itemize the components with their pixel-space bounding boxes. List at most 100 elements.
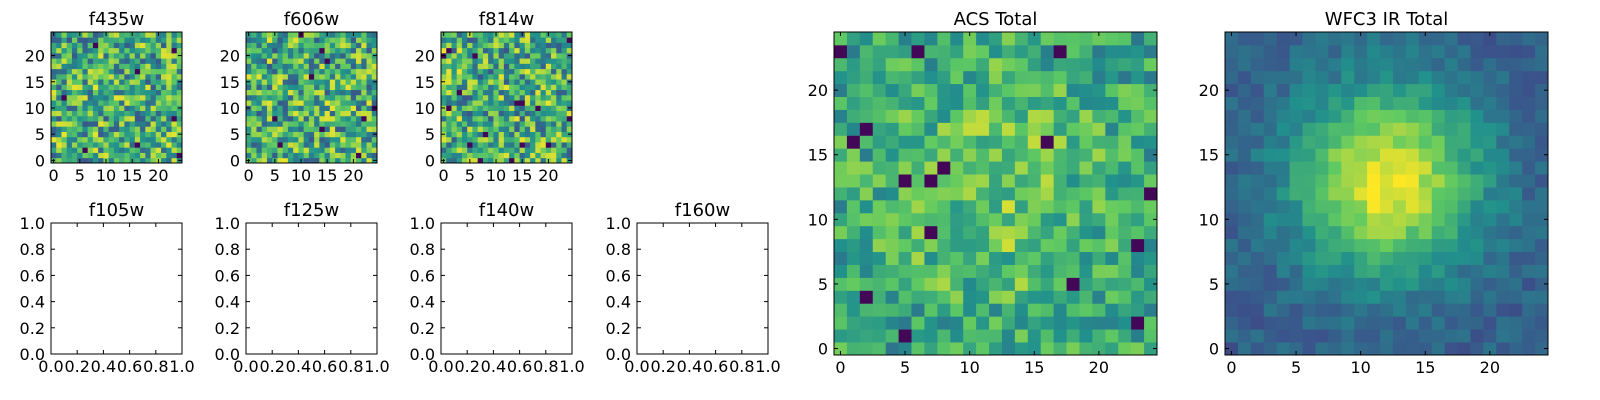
heatmap-cell xyxy=(87,110,94,117)
heatmap-cell xyxy=(1289,303,1303,317)
heatmap-cell xyxy=(124,58,130,64)
heatmap-cell xyxy=(1380,199,1394,214)
heatmap-cell xyxy=(261,37,268,43)
heatmap-cell xyxy=(1053,251,1067,265)
heatmap-cell xyxy=(92,126,99,132)
heatmap-cell xyxy=(1092,70,1106,85)
heatmap-cell xyxy=(261,42,268,49)
heatmap-cell xyxy=(1431,251,1446,265)
heatmap-cell xyxy=(1418,277,1433,291)
heatmap-cell xyxy=(1263,32,1278,46)
heatmap-cell xyxy=(176,147,183,153)
heatmap-cell xyxy=(898,135,912,149)
heatmap-cell xyxy=(545,142,552,148)
heatmap-cell xyxy=(1001,44,1016,59)
heatmap-cell xyxy=(1276,212,1290,227)
heatmap-cell xyxy=(1328,187,1342,201)
heatmap-cell xyxy=(488,84,494,91)
heatmap-cell xyxy=(298,42,305,49)
heatmap-cell xyxy=(477,126,484,132)
heatmap-cell xyxy=(161,32,167,38)
heatmap-cell xyxy=(161,63,167,70)
heatmap-cell xyxy=(371,147,378,153)
heatmap-cell xyxy=(266,131,273,138)
heatmap-cell xyxy=(1496,277,1510,291)
heatmap-cell xyxy=(329,68,336,75)
x-tick-label: 5 xyxy=(75,166,85,185)
heatmap-cell xyxy=(846,57,861,72)
heatmap-cell xyxy=(551,115,557,122)
heatmap-cell xyxy=(340,32,346,38)
heatmap-cell xyxy=(446,121,452,127)
heatmap-cell xyxy=(950,57,964,72)
heatmap-cell xyxy=(1289,174,1303,188)
heatmap-cell xyxy=(477,42,484,49)
heatmap-cell xyxy=(119,110,125,117)
heatmap-cell xyxy=(340,131,346,138)
heatmap-cell xyxy=(66,94,73,101)
heatmap-cell xyxy=(371,42,378,49)
heatmap-cell xyxy=(140,79,146,85)
heatmap-cell xyxy=(540,37,547,43)
heatmap-cell xyxy=(514,157,520,164)
heatmap-cell xyxy=(350,37,357,43)
heatmap-cell xyxy=(1092,329,1106,343)
heatmap-cell xyxy=(482,126,489,132)
heatmap-cell xyxy=(1509,44,1523,59)
heatmap-cell xyxy=(1144,96,1158,110)
heatmap-cell xyxy=(834,212,848,227)
heatmap-cell xyxy=(293,42,299,49)
heatmap-cell xyxy=(1225,174,1239,188)
heatmap-cell xyxy=(287,73,294,80)
heatmap-cell xyxy=(129,115,136,122)
heatmap-cell xyxy=(350,58,357,64)
heatmap-cell xyxy=(1302,212,1316,227)
heatmap-cell xyxy=(493,131,500,138)
heatmap-cell xyxy=(293,136,299,143)
heatmap-cell xyxy=(898,290,912,304)
heatmap-cell xyxy=(1405,96,1420,110)
heatmap-cell xyxy=(1354,161,1368,175)
heatmap-cell xyxy=(551,63,557,70)
heatmap-cell xyxy=(561,52,568,59)
heatmap-cell xyxy=(451,105,458,111)
heatmap-cell xyxy=(535,94,541,101)
heatmap-cell xyxy=(145,79,151,85)
heatmap-cell xyxy=(551,147,557,153)
heatmap-cell xyxy=(1027,225,1042,240)
heatmap-cell xyxy=(467,142,473,148)
heatmap-cell xyxy=(272,84,278,91)
heatmap-cell xyxy=(176,58,183,64)
heatmap-cell xyxy=(859,109,874,123)
heatmap-cell xyxy=(108,94,115,101)
heatmap-cell xyxy=(82,68,89,75)
heatmap-cell xyxy=(71,126,78,132)
heatmap-cell xyxy=(103,100,110,106)
heatmap-cell xyxy=(266,84,273,91)
heatmap-cell xyxy=(371,68,378,75)
heatmap-cell xyxy=(551,58,557,64)
heatmap-cell xyxy=(989,122,1003,136)
heatmap-cell xyxy=(1237,109,1252,123)
heatmap-cell xyxy=(898,83,912,97)
heatmap-cell xyxy=(441,47,447,54)
heatmap-cell xyxy=(366,147,373,153)
heatmap-cell xyxy=(924,187,938,201)
heatmap-cell xyxy=(441,121,447,127)
heatmap-cell xyxy=(61,73,68,80)
heatmap-cell xyxy=(161,157,167,164)
heatmap-cell xyxy=(56,121,62,127)
heatmap-cell xyxy=(924,44,938,59)
heatmap-cell xyxy=(108,136,115,143)
heatmap-cell xyxy=(540,63,547,70)
heatmap-cell xyxy=(272,89,278,96)
heatmap-cell xyxy=(989,277,1003,291)
heatmap-cell xyxy=(1315,316,1329,330)
heatmap-cell xyxy=(1470,70,1484,85)
heatmap-cell xyxy=(155,84,162,91)
heatmap-cell xyxy=(885,161,899,175)
heatmap-cell xyxy=(1535,329,1549,343)
heatmap-cell xyxy=(329,136,336,143)
heatmap-cell xyxy=(171,63,178,70)
heatmap-cell xyxy=(477,110,484,117)
